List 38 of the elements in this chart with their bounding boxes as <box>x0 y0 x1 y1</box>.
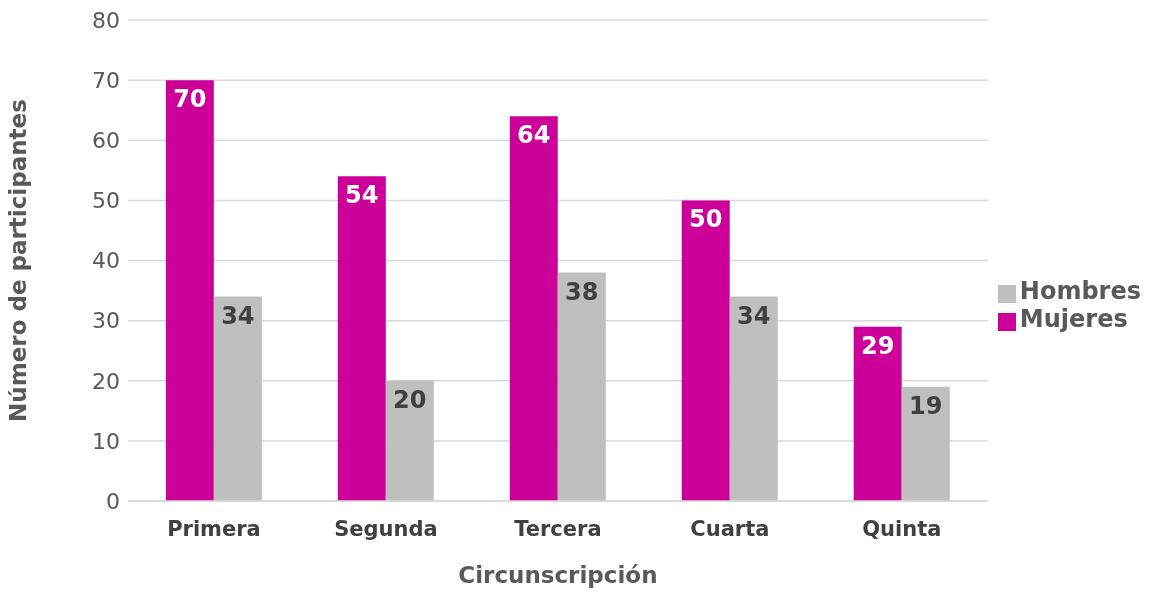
data-label: 54 <box>345 181 379 210</box>
y-tick-label: 0 <box>106 488 120 514</box>
bar <box>853 326 902 501</box>
data-label: 38 <box>565 277 599 306</box>
x-tick-label: Cuarta <box>690 516 770 541</box>
legend-label: Mujeres <box>1019 304 1128 333</box>
bar <box>557 272 606 501</box>
y-tick-label: 40 <box>92 248 120 274</box>
y-tick-label: 50 <box>92 188 120 214</box>
y-tick-label: 80 <box>92 7 120 33</box>
y-tick-label: 60 <box>92 128 120 154</box>
bar <box>729 296 778 501</box>
data-label: 20 <box>393 385 427 414</box>
x-tick-label: Quinta <box>862 516 942 541</box>
data-label: 34 <box>737 301 771 330</box>
x-tick-label: Primera <box>167 516 261 541</box>
y-tick-label: 10 <box>92 428 120 454</box>
bar <box>509 116 558 501</box>
data-label: 64 <box>517 121 551 150</box>
data-label: 29 <box>860 331 895 360</box>
data-label: 70 <box>173 85 207 114</box>
bar <box>901 386 950 501</box>
x-tick-label: Segunda <box>334 516 438 541</box>
bar <box>165 80 214 501</box>
x-axis-title: Circunscripción <box>458 562 658 588</box>
legend-label: Hombres <box>1019 276 1141 305</box>
x-tick-label: Tercera <box>514 516 602 541</box>
bar <box>681 200 730 501</box>
data-label: 19 <box>908 391 943 420</box>
y-tick-label: 20 <box>92 368 120 394</box>
data-label: 34 <box>221 301 255 330</box>
bar <box>337 176 386 501</box>
y-tick-label: 30 <box>92 308 120 334</box>
y-axis-title: Número de participantes <box>5 99 32 422</box>
y-tick-label: 70 <box>92 67 120 93</box>
bar <box>385 380 434 501</box>
data-label: 50 <box>689 205 723 234</box>
bar <box>213 296 262 501</box>
